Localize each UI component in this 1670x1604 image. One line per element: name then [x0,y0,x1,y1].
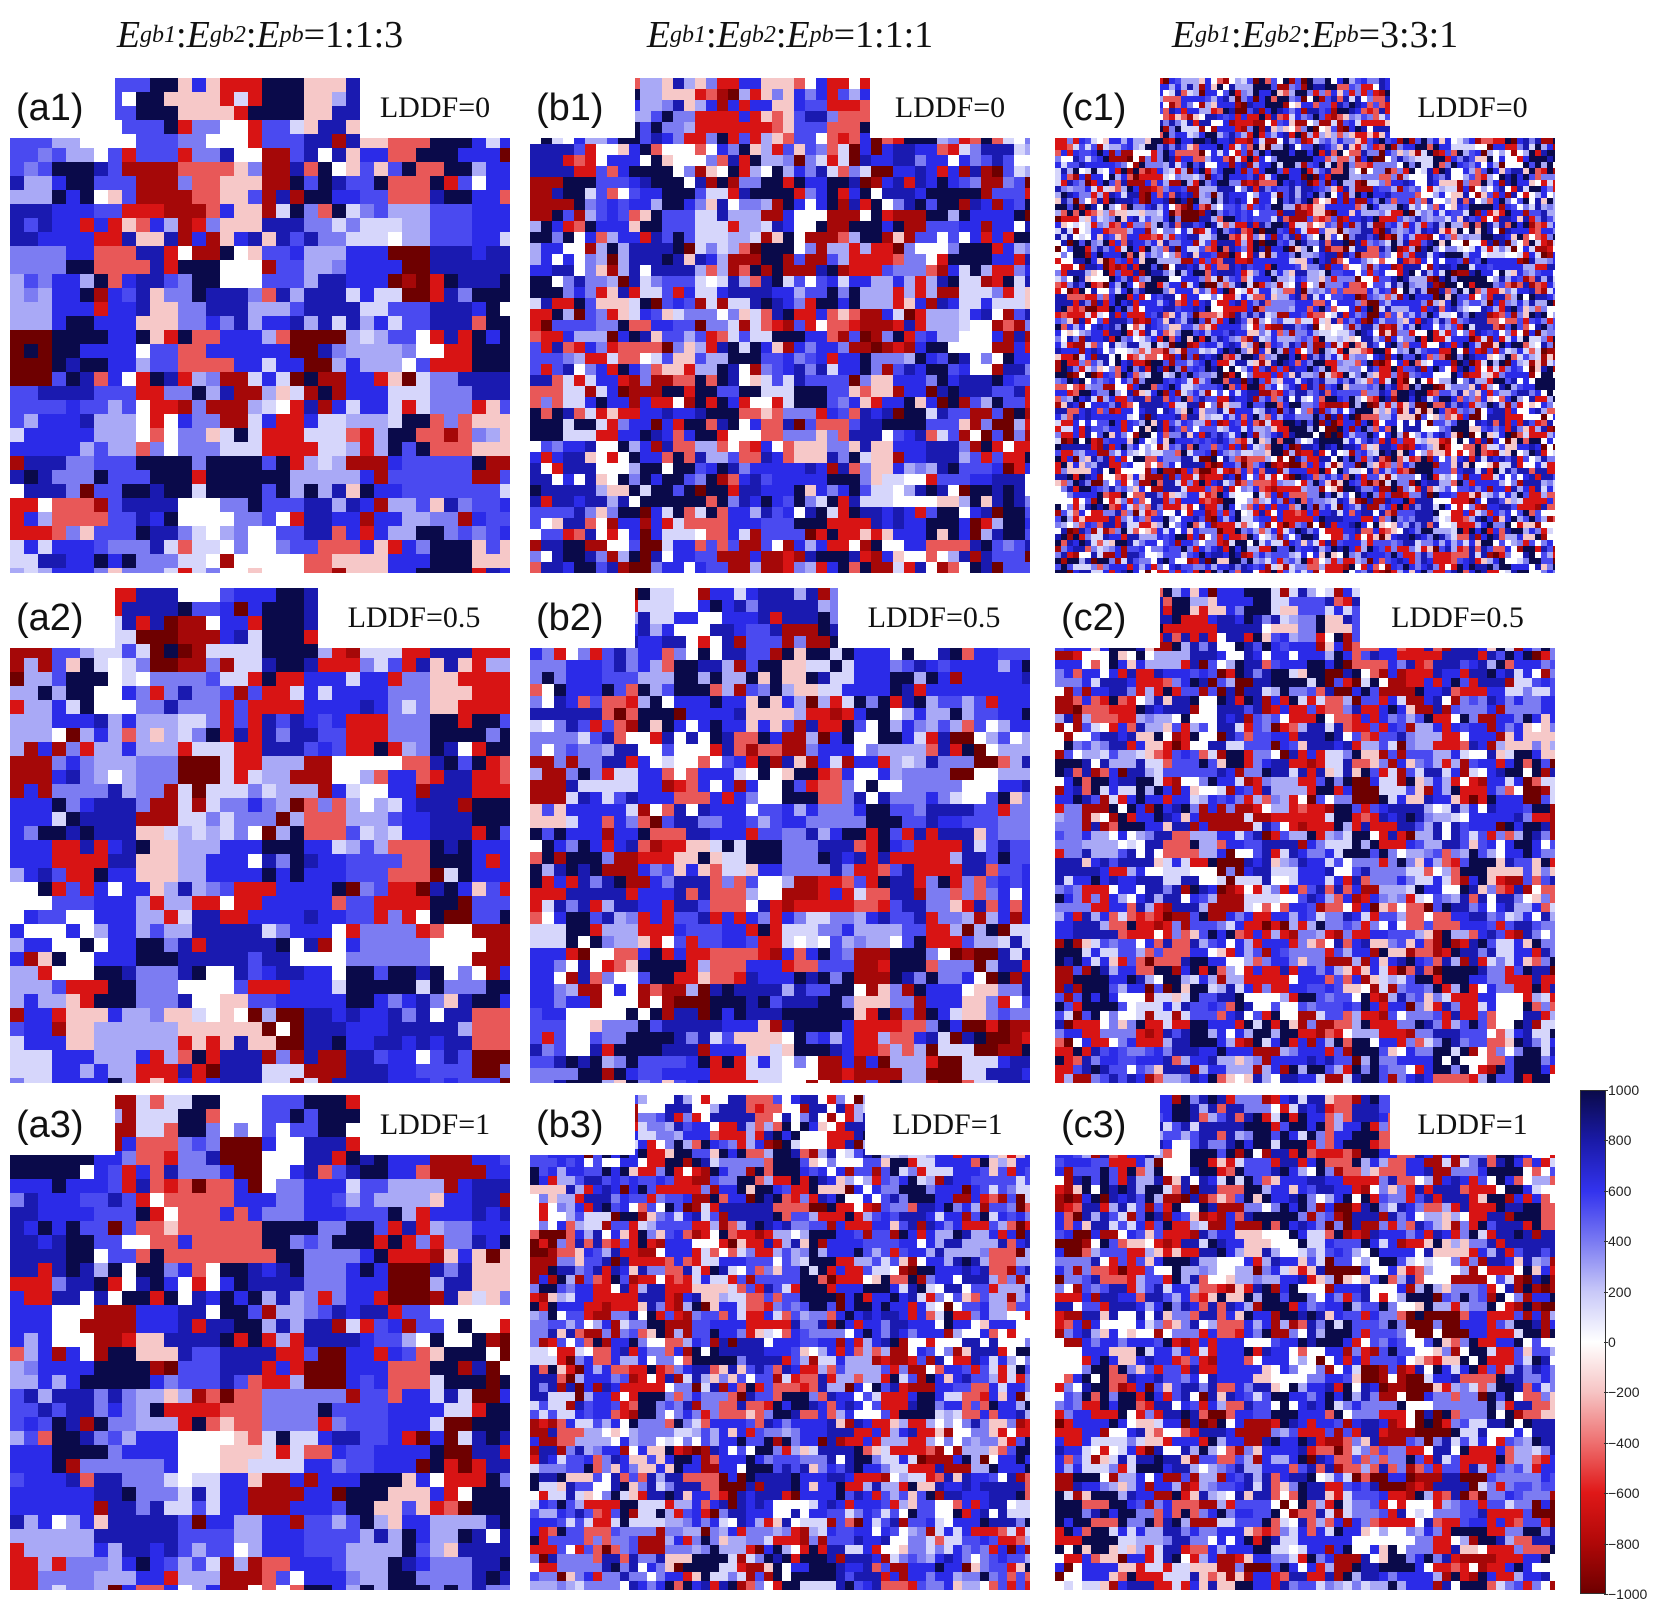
header-e-3: E [786,13,809,57]
header-sub-3: pb [810,22,834,49]
header-e-1: E [1172,13,1195,57]
colorbar-tick: 200 [1603,1285,1631,1299]
panel-a1: (a1) LDDF=0 [10,78,510,573]
header-e-3: E [1311,13,1334,57]
lddf-label: LDDF=0.5 [318,588,510,648]
panel-a3: (a3) LDDF=1 [10,1095,510,1590]
header-e-2: E [717,13,740,57]
lddf-label: LDDF=1 [360,1095,510,1155]
panel-label: (c2) [1055,588,1160,648]
panel-c3: (c3) LDDF=1 [1055,1095,1555,1590]
panel-c1: (c1) LDDF=0 [1055,78,1555,573]
grain-map-b3 [530,1095,1030,1590]
header-sub-2: gb2 [210,22,246,49]
grain-map-a2 [10,588,510,1083]
header-sub-1: gb1 [1195,22,1231,49]
colorbar-tick: 0 [1604,1335,1616,1349]
header-e-1: E [117,13,140,57]
lddf-label: LDDF=1 [1390,1095,1555,1155]
panel-b3: (b3) LDDF=1 [530,1095,1030,1590]
lddf-label: LDDF=0 [870,78,1030,138]
header-e-2: E [187,13,210,57]
colorbar-tick: −600 [1604,1486,1640,1500]
header-ratio: =1:1:1 [834,13,934,57]
panel-a2: (a2) LDDF=0.5 [10,588,510,1083]
colorbar [1580,1090,1606,1594]
grain-map-b1 [530,78,1030,573]
header-e-2: E [1242,13,1265,57]
colorbar-tick: 1000 [1603,1083,1639,1097]
colorbar-tick: −200 [1604,1385,1640,1399]
grain-map-c1 [1055,78,1555,573]
colorbar-tick: −800 [1604,1537,1640,1551]
panel-label: (b3) [530,1095,635,1155]
header-sub-1: gb1 [670,22,706,49]
colorbar-tick: −1000 [1603,1587,1647,1601]
colorbar-tick: 800 [1603,1133,1631,1147]
header-e-1: E [647,13,670,57]
header-sub-1: gb1 [140,22,176,49]
header-sub-3: pb [280,22,304,49]
header-sub-2: gb2 [740,22,776,49]
lddf-label: LDDF=0.5 [1360,588,1555,648]
grain-map-c2 [1055,588,1555,1083]
panel-label: (a1) [10,78,115,138]
header-sub-2: gb2 [1265,22,1301,49]
panel-label: (a2) [10,588,115,648]
grain-map-b2 [530,588,1030,1083]
colorbar-tick: 400 [1603,1234,1631,1248]
header-ratio: =1:1:3 [304,13,404,57]
grain-map-a3 [10,1095,510,1590]
panel-label: (a3) [10,1095,115,1155]
lddf-label: LDDF=0.5 [838,588,1030,648]
panel-b2: (b2) LDDF=0.5 [530,588,1030,1083]
colorbar-ticks: 1000 800 600 400 200 0 −200 −400 −600 −800 −1000 [1603,1083,1668,1601]
header-ratio: =3:3:1 [1359,13,1459,57]
panel-c2: (c2) LDDF=0.5 [1055,588,1555,1083]
grain-map-a1 [10,78,510,573]
colorbar-tick: −400 [1604,1436,1640,1450]
lddf-label: LDDF=0 [360,78,510,138]
panel-label: (c1) [1055,78,1160,138]
grain-map-c3 [1055,1095,1555,1590]
panel-b1: (b1) LDDF=0 [530,78,1030,573]
colorbar-tick: 600 [1603,1184,1631,1198]
panel-label: (b1) [530,78,635,138]
lddf-label: LDDF=1 [865,1095,1030,1155]
lddf-label: LDDF=0 [1390,78,1555,138]
header-e-3: E [256,13,279,57]
header-sub-3: pb [1335,22,1359,49]
panel-label: (b2) [530,588,635,648]
panel-label: (c3) [1055,1095,1160,1155]
